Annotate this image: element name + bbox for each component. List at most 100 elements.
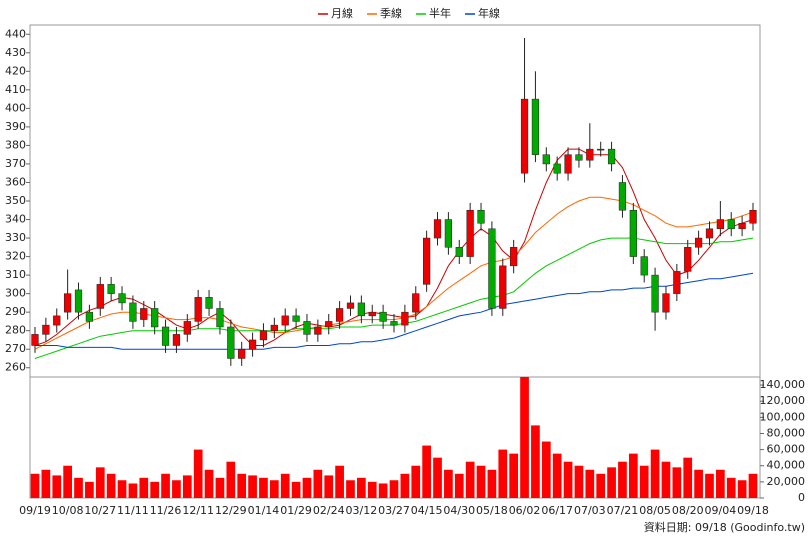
candle-body (161, 326, 170, 346)
candle-body (738, 222, 746, 230)
candle-body (227, 326, 235, 359)
volume-bar (563, 461, 573, 498)
candle-body (270, 324, 278, 331)
candle-body (31, 334, 39, 346)
y-tick-label: 420 (5, 64, 26, 77)
x-tick-label: 09/19 (19, 504, 51, 517)
legend-label: 半年 (429, 6, 451, 20)
x-tick-label: 12/29 (215, 504, 247, 517)
volume-bar (574, 465, 584, 498)
volume-bar (628, 453, 638, 498)
volume-bar (596, 473, 606, 498)
y-tick-label: 300 (5, 287, 26, 300)
candle-body (423, 237, 431, 285)
x-tick-label: 03/12 (346, 504, 378, 517)
candle-body (118, 293, 126, 304)
volume-bar (324, 475, 334, 498)
volume-bar (85, 481, 94, 498)
volume-bar (716, 469, 725, 498)
candle-body (74, 289, 83, 313)
x-tick-label: 04/30 (443, 504, 475, 517)
ma-line (35, 272, 754, 350)
candle-body (694, 237, 703, 248)
y-tick-label: 290 (5, 305, 26, 318)
y-tick-label: 380 (5, 138, 26, 151)
candle-body (727, 219, 735, 230)
candle-body (586, 148, 594, 161)
candle-body (618, 182, 627, 211)
volume-bar (182, 475, 192, 498)
candle-body (705, 228, 714, 239)
candle-body (662, 293, 670, 313)
volume-bar (150, 481, 160, 498)
volume-bar (30, 473, 40, 498)
candle-body (488, 228, 496, 309)
volume-bar (509, 453, 519, 498)
volume-bar (476, 465, 486, 498)
candle-body (248, 339, 257, 350)
volume-bar (128, 483, 138, 498)
legend-label: 季線 (380, 6, 402, 20)
x-tick-label: 01/29 (280, 504, 312, 517)
y-tick-label: 320 (5, 250, 26, 263)
y-tick-label: 400 (5, 101, 26, 114)
candle-body (640, 256, 648, 276)
candle-body (335, 308, 344, 322)
volume-bar (607, 467, 616, 498)
candle-body (716, 219, 724, 230)
x-tick-label: 07/03 (574, 504, 606, 517)
candle-body (42, 324, 50, 335)
volume-bar (117, 480, 127, 498)
volume-bar (139, 477, 149, 498)
volume-bar (74, 477, 83, 498)
volume-bar (161, 473, 170, 498)
volume-bar (204, 469, 214, 498)
candle-body (194, 297, 202, 322)
volume-bar (531, 425, 540, 498)
candle-body (749, 210, 757, 224)
y-tick-label: 270 (5, 342, 26, 355)
candle-body (499, 265, 507, 309)
volume-bar (705, 473, 714, 498)
y-tick-label: 440 (5, 27, 26, 40)
candle-body (510, 247, 518, 267)
volume-bar (498, 449, 508, 498)
volume-bar (487, 469, 497, 498)
volume-bar (618, 461, 627, 498)
y-tick-label: 430 (5, 46, 26, 59)
x-tick-label: 06/17 (541, 504, 573, 517)
volume-bar (280, 473, 290, 498)
volume-bar (389, 480, 399, 498)
candle-body (238, 348, 246, 359)
volume-bar (748, 473, 758, 498)
y2-tick-label: 80,000 (767, 426, 806, 439)
candle-body (629, 210, 637, 257)
volume-bar (313, 469, 323, 498)
x-tick-label: 12/11 (182, 504, 214, 517)
candle-body (390, 321, 398, 326)
candle-body (53, 315, 61, 326)
volume-bar (726, 477, 736, 498)
candle-body (673, 271, 681, 294)
candle-body (303, 321, 311, 335)
y-tick-label: 390 (5, 120, 26, 133)
candle-body (379, 311, 387, 322)
candle-body (314, 326, 322, 335)
candle-body (412, 293, 420, 313)
candle-body (575, 154, 583, 161)
y2-tick-label: 40,000 (767, 459, 806, 472)
y2-tick-label: 0 (798, 491, 805, 504)
candle-body (466, 210, 474, 257)
candle-body (520, 98, 529, 174)
volume-bar (172, 480, 181, 498)
candle-body (259, 330, 268, 341)
y-tick-label: 310 (5, 268, 26, 281)
volume-bar (552, 453, 562, 498)
candle-body (684, 247, 692, 272)
candle-body (216, 308, 224, 328)
volume-bar (650, 449, 660, 498)
volume-bar (737, 480, 747, 498)
y-tick-label: 370 (5, 157, 26, 170)
candle-body (151, 308, 159, 328)
